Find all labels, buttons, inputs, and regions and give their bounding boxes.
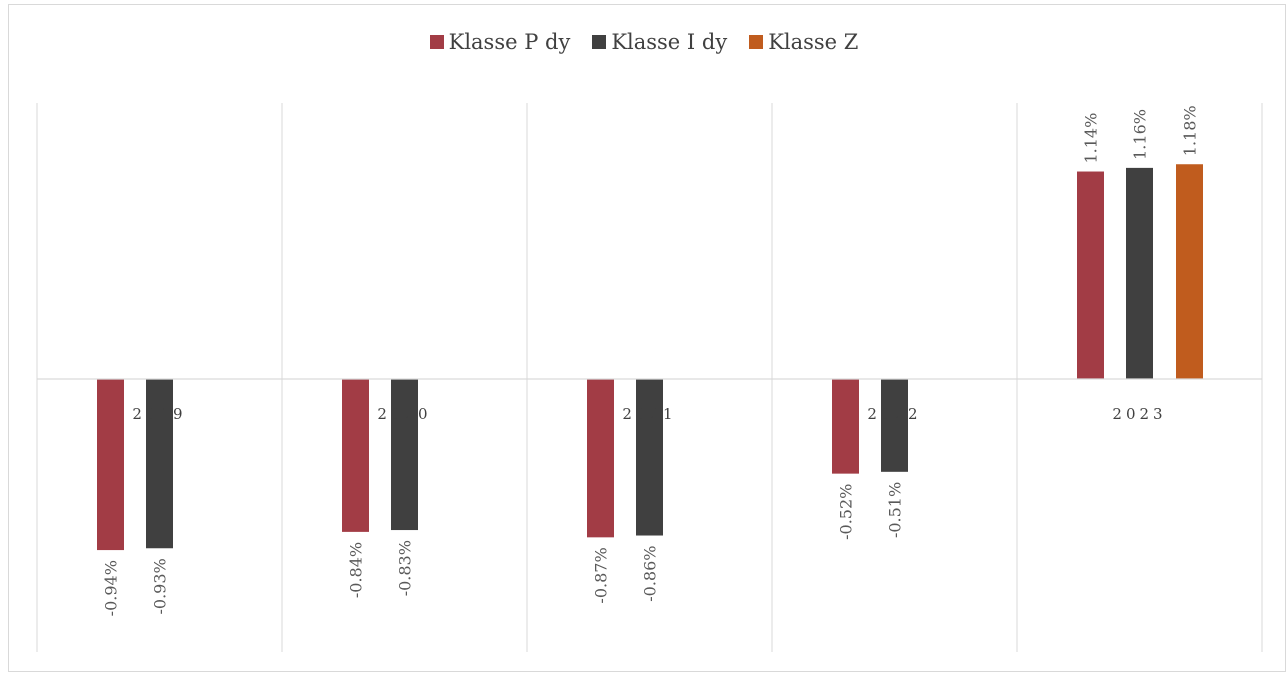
data-label: -0.52% <box>837 484 856 540</box>
chart-legend: Klasse P dy Klasse I dy Klasse Z <box>0 30 1288 54</box>
bar <box>1126 167 1153 379</box>
chart-frame <box>8 4 1286 672</box>
data-label: -0.93% <box>151 558 170 614</box>
data-label: -0.83% <box>396 540 415 596</box>
legend-item-klasse-z: Klasse Z <box>749 30 858 54</box>
category-label: 2023 <box>1112 405 1166 423</box>
category-label: 2021 <box>622 405 676 423</box>
category-label: 2022 <box>867 405 921 423</box>
data-label: -0.94% <box>102 560 121 616</box>
data-label: -0.87% <box>592 547 611 603</box>
bar <box>97 379 124 551</box>
bar <box>391 379 418 531</box>
legend-item-klasse-i-dy: Klasse I dy <box>592 30 727 54</box>
legend-label-klasse-z: Klasse Z <box>768 30 859 54</box>
data-label: 1.14% <box>1082 113 1101 164</box>
bar <box>881 379 908 472</box>
data-label: -0.86% <box>641 546 660 602</box>
bar <box>1077 171 1104 379</box>
category-label: 2020 <box>377 405 431 423</box>
legend-swatch-klasse-p-dy <box>429 35 444 49</box>
data-label: -0.51% <box>886 482 905 538</box>
bar <box>146 379 173 549</box>
bar <box>1176 164 1203 379</box>
bar <box>587 379 614 538</box>
bar <box>832 379 859 474</box>
bar <box>636 379 663 536</box>
legend-item-klasse-p-dy: Klasse P dy <box>429 30 571 54</box>
legend-swatch-klasse-i-dy <box>592 35 607 49</box>
data-label: 1.16% <box>1131 109 1150 160</box>
legend-label-klasse-p-dy: Klasse P dy <box>448 30 571 54</box>
data-label: 1.18% <box>1181 105 1200 156</box>
category-label: 2019 <box>132 405 186 423</box>
legend-label-klasse-i-dy: Klasse I dy <box>611 30 728 54</box>
bar <box>342 379 369 532</box>
data-label: -0.84% <box>347 542 366 598</box>
legend-swatch-klasse-z <box>749 35 764 49</box>
